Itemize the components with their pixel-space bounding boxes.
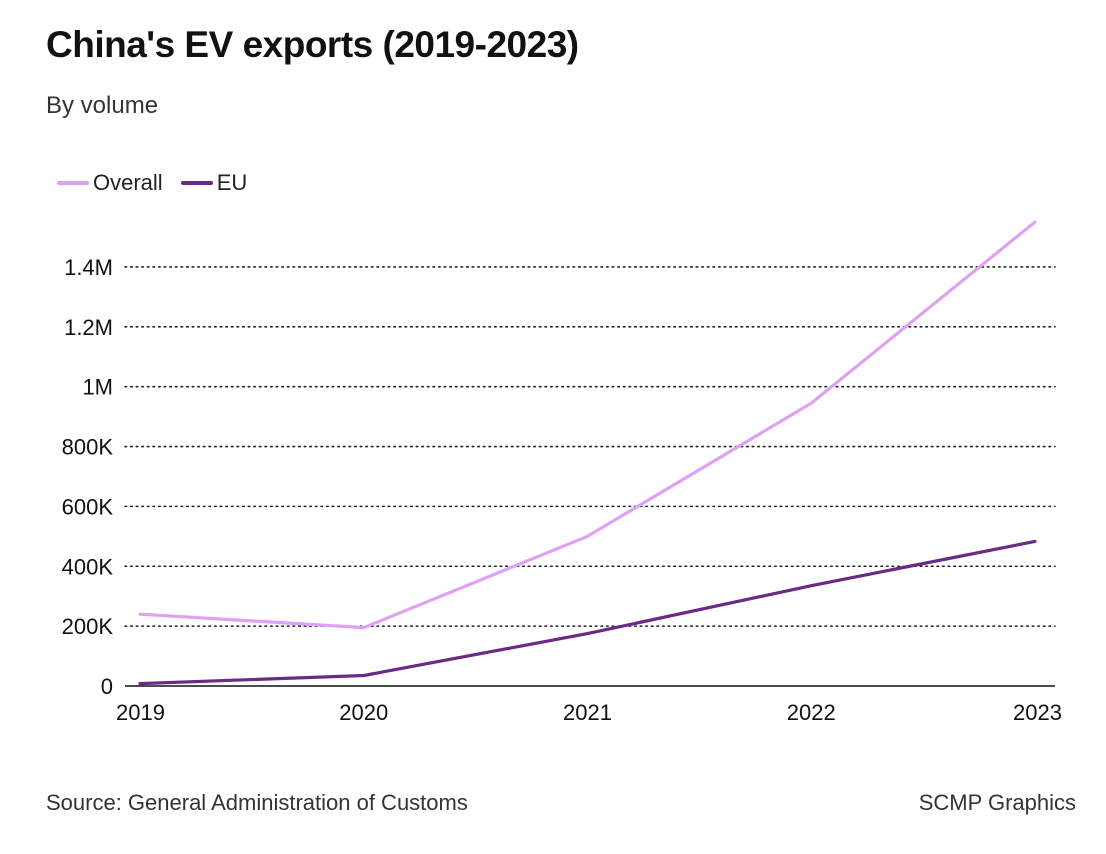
y-tick-label: 1M	[82, 375, 113, 400]
legend-label-eu: EU	[216, 170, 248, 195]
y-axis-ticks: 0 200K 400K 600K 800K 1M 1.2M 1.4M	[62, 255, 114, 699]
x-tick-label: 2023	[1013, 700, 1062, 725]
credit-note: SCMP Graphics	[918, 790, 1076, 815]
x-tick-label: 2019	[116, 700, 165, 725]
x-tick-label: 2020	[339, 700, 388, 725]
source-note: Source: General Administration of Custom…	[46, 790, 468, 815]
gridlines	[124, 266, 1056, 627]
chart-title: China's EV exports (2019-2023)	[46, 24, 579, 65]
legend-label-overall: Overall	[93, 170, 163, 195]
y-tick-label: 1.2M	[64, 315, 113, 340]
x-axis-ticks: 2019 2020 2021 2022 2023	[116, 700, 1062, 725]
chart-subtitle: By volume	[46, 92, 159, 119]
x-tick-label: 2022	[787, 700, 836, 725]
legend-item-overall: Overall	[57, 170, 163, 196]
chart-legend: Overall EU	[57, 170, 265, 196]
legend-swatch-overall	[57, 181, 89, 185]
x-tick-label: 2021	[563, 700, 612, 725]
y-tick-label: 600K	[62, 494, 114, 519]
y-tick-label: 200K	[62, 614, 114, 639]
legend-item-eu: EU	[180, 170, 248, 196]
legend-swatch-eu	[180, 181, 213, 185]
series-lines	[138, 220, 1037, 686]
y-tick-label: 0	[101, 674, 113, 699]
y-tick-label: 800K	[62, 435, 114, 460]
series-line-overall	[138, 220, 1037, 630]
series-line-eu	[138, 539, 1037, 686]
y-tick-label: 1.4M	[64, 255, 113, 280]
y-tick-label: 400K	[62, 554, 114, 579]
